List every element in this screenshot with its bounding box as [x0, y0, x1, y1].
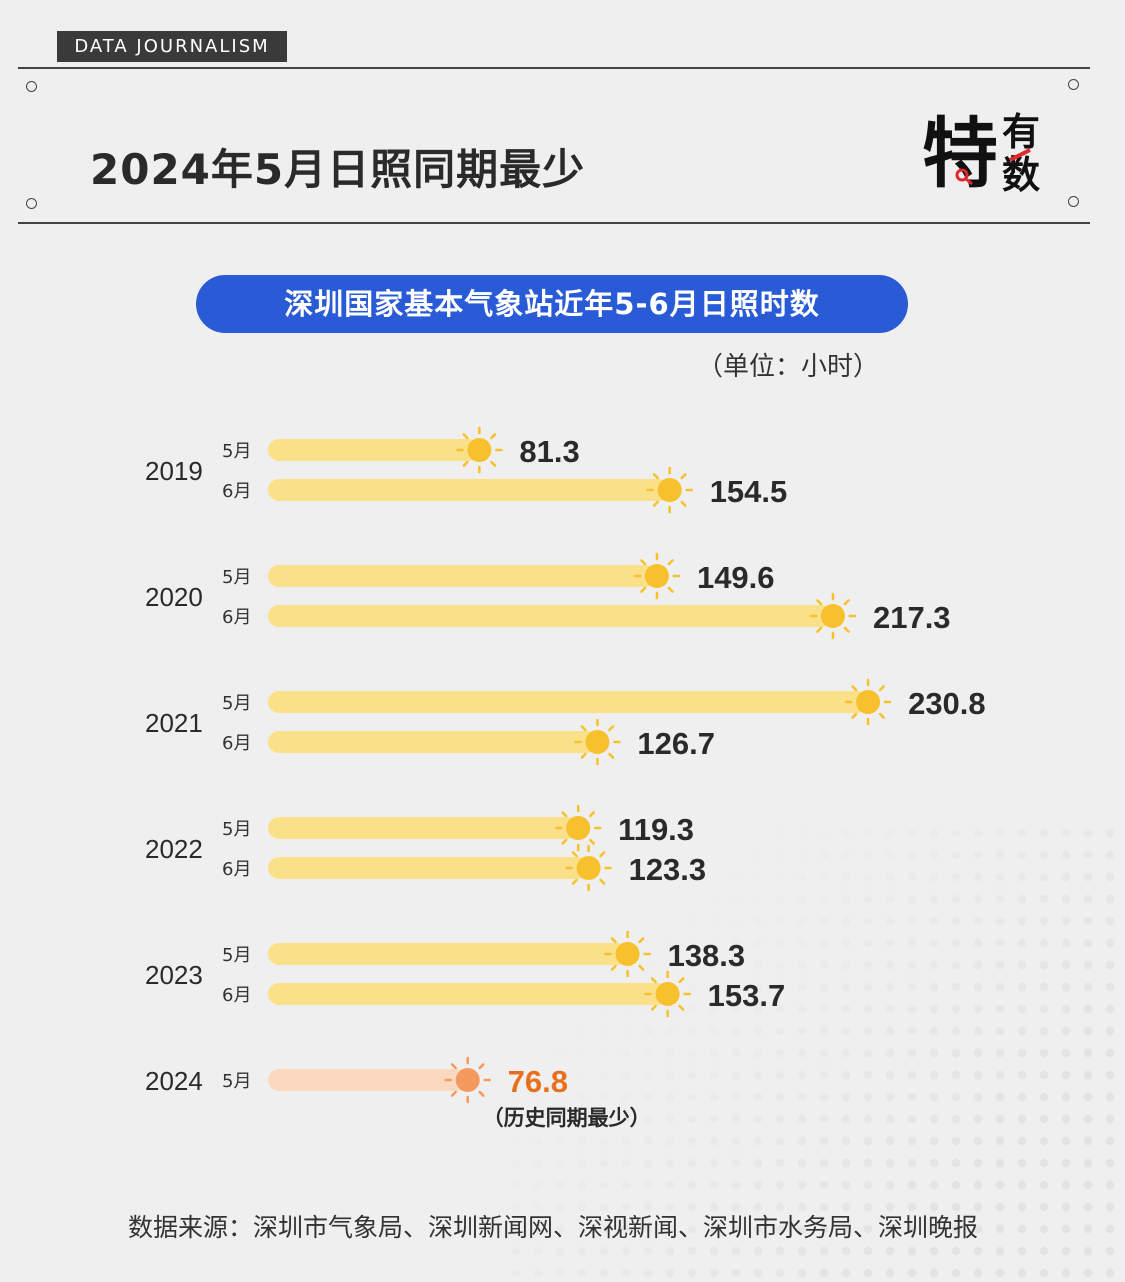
bar [268, 943, 628, 965]
bottom-divider [18, 222, 1090, 224]
bar [268, 983, 668, 1005]
svg-text:有: 有 [1002, 110, 1040, 154]
month-label: 5月 [222, 441, 251, 462]
year-label: 2020 [145, 582, 203, 612]
value-label: 126.7 [637, 726, 715, 761]
top-divider [18, 67, 1090, 69]
chart-title-pill: 深圳国家基本气象站近年5-6月日照时数 [196, 275, 908, 333]
sun-icon [554, 804, 602, 852]
month-label: 5月 [222, 945, 251, 966]
value-label: 123.3 [629, 852, 707, 887]
bar [268, 605, 833, 627]
year-label: 2022 [145, 834, 203, 864]
sun-icon [633, 552, 681, 600]
bar [268, 817, 579, 839]
corner-ring [26, 81, 37, 92]
year-label: 2024 [145, 1066, 203, 1096]
corner-ring [26, 198, 37, 209]
value-label: 217.3 [873, 600, 951, 635]
sun-icon [646, 466, 693, 514]
month-label: 5月 [222, 819, 251, 840]
bar [268, 857, 589, 879]
svg-text:特: 特 [922, 109, 998, 195]
sun-icon [844, 678, 892, 726]
section-tag: DATA JOURNALISM [57, 31, 287, 62]
bar [268, 731, 598, 753]
bar [268, 439, 480, 461]
sun-icon [604, 930, 651, 978]
sun-icon [444, 1056, 491, 1104]
sun-icon [456, 426, 503, 474]
value-label: 81.3 [519, 434, 579, 469]
month-label: 6月 [222, 733, 251, 754]
brand-logo: 特 有 数 [922, 109, 1040, 195]
month-label: 6月 [222, 607, 251, 628]
sunshine-bar-chart: 2019 5月 81.3 6月 154.5 2020 5月 149.6 6月 217.3 2021 5… [145, 426, 986, 1130]
bar [268, 1069, 468, 1091]
value-label: 230.8 [908, 686, 986, 721]
value-label: 138.3 [668, 938, 746, 973]
month-label: 6月 [222, 481, 251, 502]
corner-ring [1068, 79, 1079, 90]
value-label: 119.3 [618, 812, 694, 847]
value-label: 76.8 [508, 1064, 568, 1099]
sun-icon [565, 844, 612, 892]
page-title: 2024年5月日照同期最少 [90, 145, 586, 194]
record-note: （历史同期最少） [483, 1106, 651, 1130]
corner-ring [1068, 196, 1079, 207]
value-label: 153.7 [708, 978, 786, 1013]
month-label: 6月 [222, 859, 251, 880]
month-label: 5月 [222, 567, 251, 588]
bar [268, 565, 657, 587]
month-label: 6月 [222, 985, 251, 1006]
month-label: 5月 [222, 693, 251, 714]
value-label: 154.5 [710, 474, 788, 509]
year-label: 2021 [145, 708, 203, 738]
year-label: 2023 [145, 960, 203, 990]
sun-icon [644, 970, 691, 1018]
month-label: 5月 [222, 1071, 251, 1092]
sun-icon [574, 718, 621, 766]
bar [268, 691, 869, 713]
year-label: 2019 [145, 456, 203, 486]
bar [268, 479, 670, 501]
svg-text:数: 数 [1002, 153, 1040, 195]
unit-label: （单位：小时） [697, 352, 880, 382]
value-label: 149.6 [697, 560, 775, 595]
background-dot-pattern [505, 822, 1125, 1282]
sun-icon [809, 592, 857, 640]
data-source: 数据来源：深圳市气象局、深圳新闻网、深视新闻、深圳市水务局、深圳晚报 [128, 1213, 979, 1242]
